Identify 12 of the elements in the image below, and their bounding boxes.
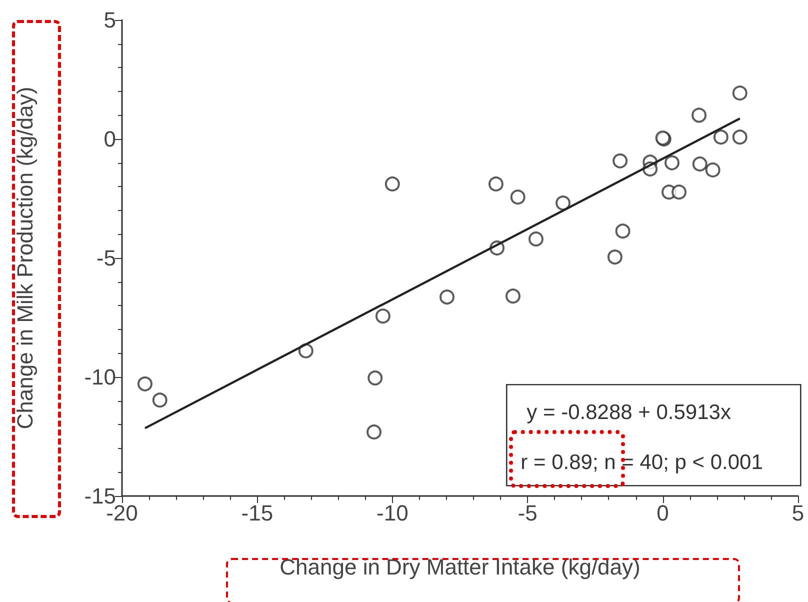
y-tick-label: 0 — [104, 126, 116, 152]
x-tick-label: -10 — [376, 500, 408, 526]
y-axis-title: Change in Milk Production (kg/day) — [12, 86, 38, 430]
x-axis-title: Change in Dry Matter Intake (kg/day) — [280, 554, 640, 580]
annotation: y = -0.8288 + 0.5913x — [526, 401, 732, 424]
x-tick-label: -15 — [241, 500, 274, 526]
x-tick-label: 5 — [792, 500, 804, 526]
x-tick-label: 0 — [656, 500, 669, 526]
y-tick-label: -10 — [84, 364, 116, 390]
y-tick-label: -5 — [96, 246, 116, 270]
x-tick-label: -5 — [518, 500, 538, 526]
y-tick-label: 5 — [104, 8, 116, 32]
